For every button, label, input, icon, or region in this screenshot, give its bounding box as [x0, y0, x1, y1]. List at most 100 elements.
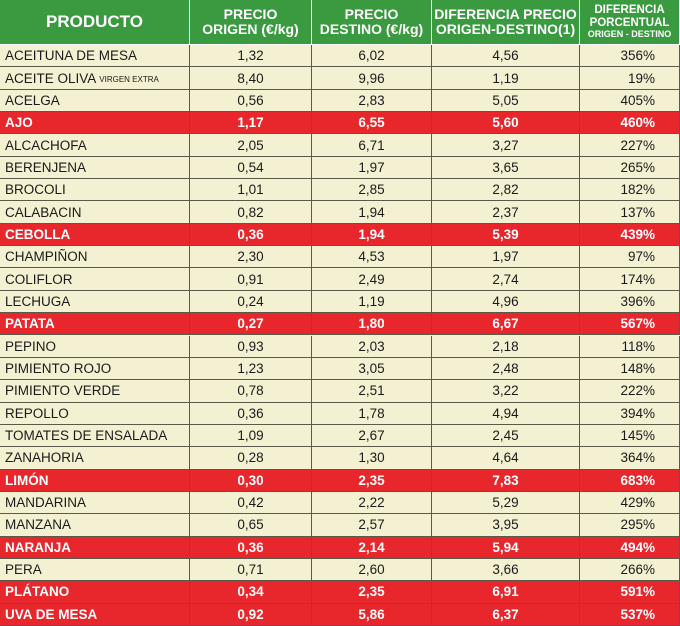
value-cell: 7,83: [432, 469, 580, 492]
product-name: LIMÓN: [5, 472, 49, 488]
value-text: 1,80: [358, 316, 385, 332]
value-text: 5,05: [492, 92, 519, 108]
header-text: PRECIO: [344, 5, 399, 22]
value-text: 1,94: [358, 226, 385, 242]
value-text: 182%: [620, 182, 655, 198]
value-cell: 3,05: [312, 357, 432, 381]
value-text: 0,65: [237, 517, 264, 533]
value-text: 222%: [620, 383, 655, 399]
value-cell: 6,71: [312, 134, 432, 157]
value-text: 3,66: [492, 562, 519, 578]
value-text: 0,30: [237, 472, 264, 488]
product-cell: BERENJENA: [0, 156, 190, 180]
value-text: 2,83: [358, 92, 385, 108]
value-cell: 2,14: [312, 536, 432, 559]
value-text: 0,36: [237, 539, 264, 555]
value-cell: 0,54: [190, 156, 312, 180]
value-text: 266%: [620, 562, 655, 578]
value-cell: 2,51: [312, 380, 432, 403]
value-cell: 0,92: [190, 603, 312, 626]
value-cell: 1,78: [312, 402, 432, 425]
value-cell: 1,19: [432, 67, 580, 90]
value-text: 0,82: [237, 204, 264, 220]
value-text: 0,28: [237, 450, 264, 466]
value-text: 6,55: [358, 115, 385, 131]
value-cell: 0,71: [190, 558, 312, 582]
value-text: 6,67: [492, 316, 519, 332]
value-cell: 2,74: [432, 268, 580, 291]
product-name: BROCOLI: [5, 182, 66, 198]
value-text: 295%: [620, 517, 655, 533]
value-text: 4,56: [492, 48, 519, 64]
value-text: 9,96: [358, 70, 385, 86]
product-cell: BROCOLI: [0, 179, 190, 202]
product-name: CHAMPIÑON: [5, 249, 88, 265]
value-text: 0,93: [237, 338, 264, 354]
value-cell: 0,30: [190, 469, 312, 492]
value-cell: 9,96: [312, 67, 432, 90]
value-cell: 2,67: [312, 424, 432, 448]
value-cell: 137%: [580, 201, 680, 224]
value-cell: 265%: [580, 156, 680, 180]
value-text: 265%: [620, 159, 655, 175]
value-text: 2,57: [358, 517, 385, 533]
value-text: 4,53: [358, 249, 385, 265]
value-text: 145%: [620, 428, 655, 444]
value-cell: 5,94: [432, 536, 580, 559]
product-cell: REPOLLO: [0, 402, 190, 425]
value-text: 2,03: [358, 338, 385, 354]
value-cell: 364%: [580, 447, 680, 470]
value-cell: 2,49: [312, 268, 432, 291]
value-text: 6,37: [492, 606, 519, 622]
value-cell: 266%: [580, 558, 680, 582]
value-text: 2,51: [358, 383, 385, 399]
value-cell: 2,57: [312, 514, 432, 537]
value-text: 2,37: [492, 204, 519, 220]
product-cell: NARANJA: [0, 536, 190, 559]
value-cell: 2,30: [190, 246, 312, 269]
value-cell: 222%: [580, 380, 680, 403]
value-cell: 3,66: [432, 558, 580, 582]
header-text: PORCENTUAL: [589, 17, 670, 30]
product-cell: ALCACHOFA: [0, 134, 190, 157]
value-text: 0,36: [237, 405, 264, 421]
value-text: 5,29: [492, 495, 519, 511]
value-cell: 1,94: [312, 223, 432, 247]
header-text: DIFERENCIA PRECIO: [434, 5, 577, 22]
product-name: ACEITE OLIVA: [5, 70, 97, 86]
value-cell: 1,32: [190, 45, 312, 68]
header-text: ORIGEN - DESTINO: [587, 28, 672, 39]
value-text: 2,35: [358, 472, 385, 488]
value-text: 1,32: [237, 48, 264, 64]
value-text: 4,64: [492, 450, 519, 466]
header-cell: PRODUCTO: [0, 0, 190, 45]
header-cell: PRECIO DESTINO (€/kg): [312, 0, 432, 45]
product-cell: PLÁTANO: [0, 581, 190, 604]
product-cell: MANDARINA: [0, 491, 190, 515]
value-cell: 1,97: [312, 156, 432, 180]
value-cell: 145%: [580, 424, 680, 448]
value-cell: 6,55: [312, 112, 432, 135]
product-name: PERA: [5, 562, 42, 578]
value-cell: 2,45: [432, 424, 580, 448]
value-cell: 1,97: [432, 246, 580, 269]
value-text: 97%: [627, 249, 655, 265]
value-text: 3,27: [492, 137, 519, 153]
product-cell: CALABACIN: [0, 201, 190, 224]
value-text: 394%: [620, 405, 655, 421]
value-cell: 2,18: [432, 335, 580, 358]
value-text: 0,91: [237, 271, 264, 287]
value-text: 2,60: [358, 562, 385, 578]
value-text: 429%: [620, 495, 655, 511]
value-cell: 683%: [580, 469, 680, 492]
value-cell: 0,24: [190, 290, 312, 314]
value-cell: 2,48: [432, 357, 580, 381]
value-text: 0,56: [237, 92, 264, 108]
value-cell: 4,53: [312, 246, 432, 269]
product-name: CEBOLLA: [5, 226, 71, 242]
value-cell: 174%: [580, 268, 680, 291]
product-name: PEPINO: [5, 338, 57, 354]
value-text: 2,05: [237, 137, 264, 153]
value-text: 0,34: [237, 584, 264, 600]
product-cell: PIMIENTO ROJO: [0, 357, 190, 381]
